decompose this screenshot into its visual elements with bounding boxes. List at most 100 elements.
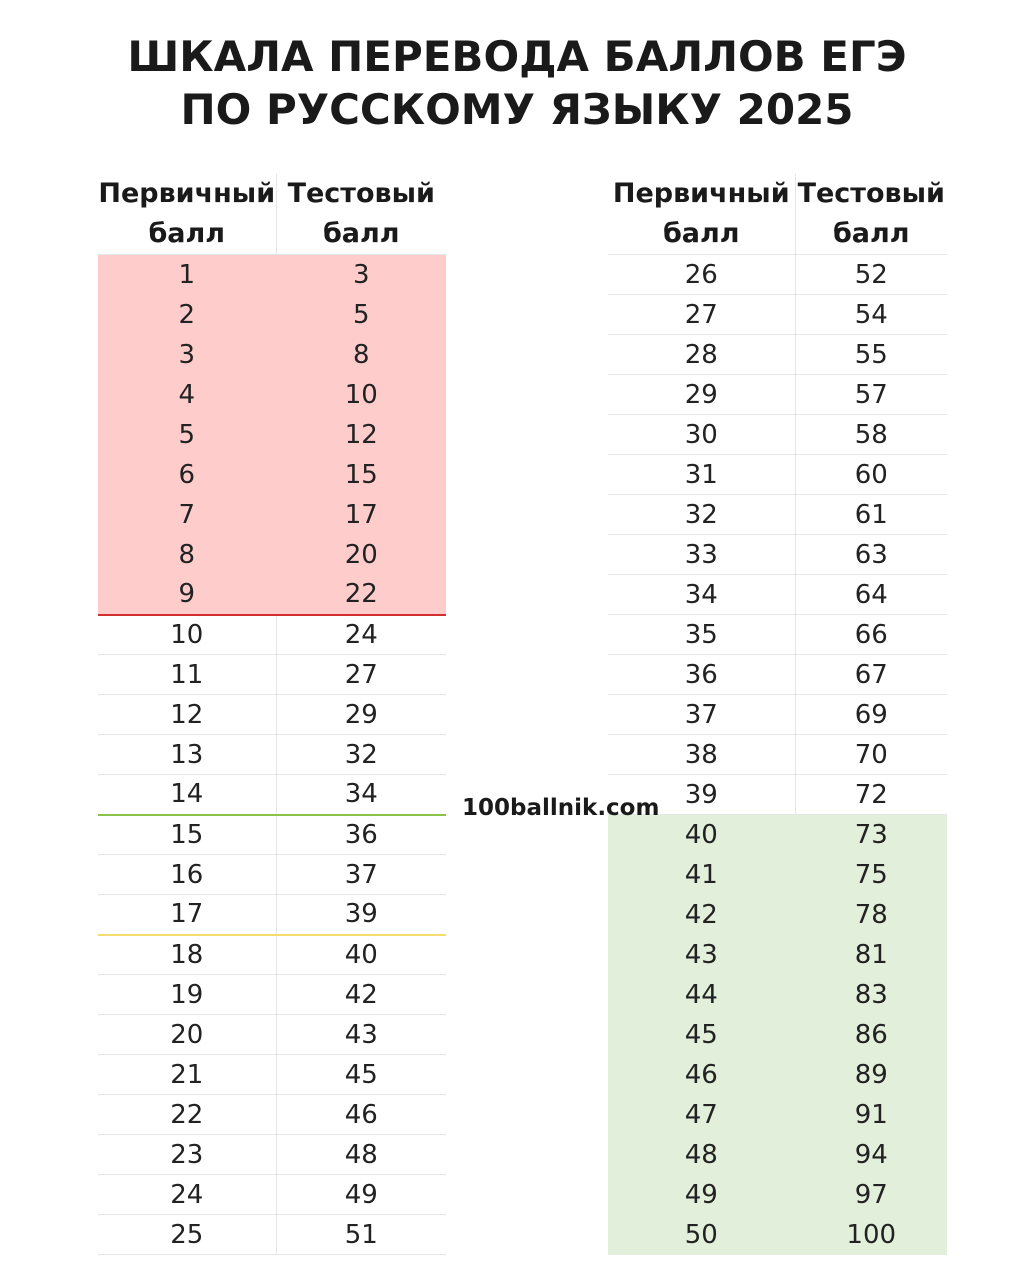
test-score-cell: 42 [276,974,446,1015]
primary-score-cell: 49 [608,1174,796,1215]
table-row: 10 24 [98,614,446,655]
primary-score-cell: 13 [98,734,277,775]
test-score-cell: 34 [276,774,446,816]
table-row: 12 29 [98,694,446,735]
test-score-cell: 57 [795,374,947,415]
table-row: 28 55 [608,334,947,375]
table-row: 9 22 [98,574,446,616]
primary-score-cell: 4 [98,374,277,415]
table-row: 50 100 [608,1214,947,1255]
header-test-line2: балл [832,218,910,249]
table-row: 22 46 [98,1094,446,1135]
test-score-cell: 54 [795,294,947,335]
table-row: 20 43 [98,1014,446,1055]
test-score-cell: 43 [276,1014,446,1055]
test-score-cell: 58 [795,414,947,455]
score-table-right: Первичный балл Тестовый балл 26 52 27 54 28 5… [608,174,947,1255]
test-score-cell: 100 [795,1214,947,1255]
primary-score-cell: 47 [608,1094,796,1135]
test-score-cell: 78 [795,894,947,935]
primary-score-cell: 41 [608,854,796,895]
test-score-cell: 73 [795,814,947,855]
test-score-cell: 20 [276,534,446,575]
test-score-cell: 81 [795,934,947,975]
test-score-cell: 17 [276,494,446,535]
primary-score-cell: 28 [608,334,796,375]
primary-score-cell: 30 [608,414,796,455]
table-row: 48 94 [608,1134,947,1175]
test-score-cell: 27 [276,654,446,695]
primary-score-cell: 35 [608,614,796,655]
test-score-cell: 37 [276,854,446,895]
primary-score-cell: 15 [98,814,277,855]
primary-score-cell: 39 [608,774,796,815]
primary-score-cell: 33 [608,534,796,575]
table-row: 11 27 [98,654,446,695]
primary-score-cell: 26 [608,254,796,295]
test-score-cell: 61 [795,494,947,535]
table-row: 40 73 [608,814,947,855]
header-primary-score: Первичный балл [98,174,277,255]
table-row: 37 69 [608,694,947,735]
primary-score-cell: 46 [608,1054,796,1095]
primary-score-cell: 18 [98,934,277,975]
test-score-cell: 89 [795,1054,947,1095]
primary-score-cell: 32 [608,494,796,535]
header-test-line2: балл [322,218,400,249]
table-header-row: Первичный балл Тестовый балл [98,174,446,255]
table-row: 49 97 [608,1174,947,1215]
test-score-cell: 3 [276,254,446,295]
table-row: 16 37 [98,854,446,895]
test-score-cell: 12 [276,414,446,455]
test-score-cell: 48 [276,1134,446,1175]
test-score-cell: 32 [276,734,446,775]
primary-score-cell: 37 [608,694,796,735]
table-row: 43 81 [608,934,947,975]
table-row: 35 66 [608,614,947,655]
test-score-cell: 36 [276,814,446,855]
primary-score-cell: 20 [98,1014,277,1055]
test-score-cell: 49 [276,1174,446,1215]
test-score-cell: 86 [795,1014,947,1055]
table-row: 13 32 [98,734,446,775]
test-score-cell: 8 [276,334,446,375]
table-row: 31 60 [608,454,947,495]
table-row: 4 10 [98,374,446,415]
table-header-row: Первичный балл Тестовый балл [608,174,947,255]
header-primary-line2: балл [662,218,740,249]
test-score-cell: 22 [276,574,446,616]
test-score-cell: 91 [795,1094,947,1135]
table-row: 33 63 [608,534,947,575]
header-test-score: Тестовый балл [276,174,446,255]
primary-score-cell: 11 [98,654,277,695]
table-row: 17 39 [98,894,446,936]
primary-score-cell: 48 [608,1134,796,1175]
test-score-cell: 75 [795,854,947,895]
primary-score-cell: 6 [98,454,277,495]
table-row: 5 12 [98,414,446,455]
primary-score-cell: 16 [98,854,277,895]
primary-score-cell: 19 [98,974,277,1015]
test-score-cell: 69 [795,694,947,735]
primary-score-cell: 29 [608,374,796,415]
primary-score-cell: 17 [98,894,277,936]
title-line-2: ПО РУССКОМУ ЯЗЫКУ 2025 [180,85,854,134]
table-row: 26 52 [608,254,947,295]
table-row: 45 86 [608,1014,947,1055]
table-row: 25 51 [98,1214,446,1255]
primary-score-cell: 21 [98,1054,277,1095]
primary-score-cell: 38 [608,734,796,775]
table-row: 27 54 [608,294,947,335]
primary-score-cell: 14 [98,774,277,816]
primary-score-cell: 43 [608,934,796,975]
primary-score-cell: 45 [608,1014,796,1055]
header-test-score: Тестовый балл [795,174,947,255]
table-row: 21 45 [98,1054,446,1095]
table-row: 23 48 [98,1134,446,1175]
test-score-cell: 97 [795,1174,947,1215]
table-row: 30 58 [608,414,947,455]
header-primary-score: Первичный балл [608,174,796,255]
